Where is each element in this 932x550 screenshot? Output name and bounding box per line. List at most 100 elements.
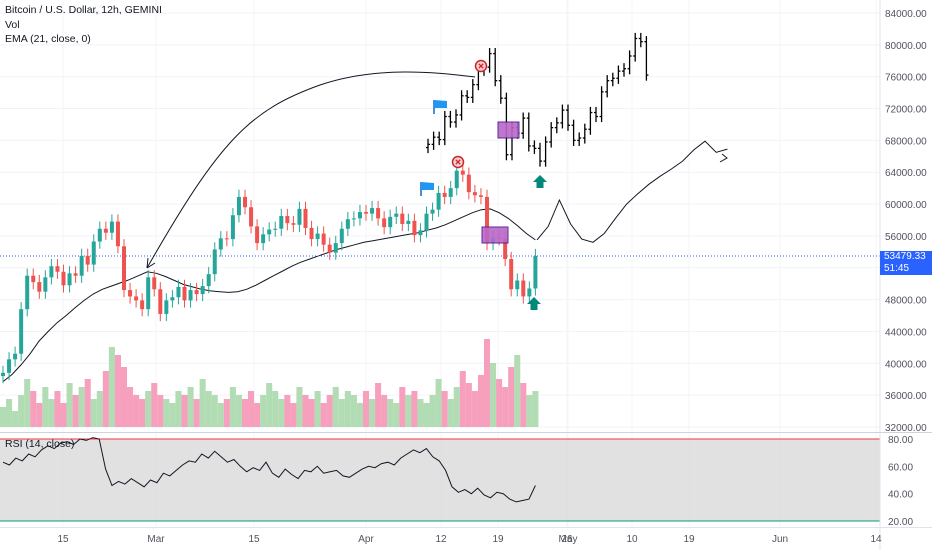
volume-bar bbox=[266, 383, 273, 427]
bar-countdown: 51:45 bbox=[884, 263, 910, 274]
candle-body bbox=[13, 353, 18, 360]
volume-bar bbox=[362, 391, 370, 427]
candle-body bbox=[297, 208, 302, 225]
candle-body bbox=[134, 296, 139, 301]
candle-body bbox=[176, 286, 181, 298]
candle-body bbox=[521, 280, 526, 297]
candle-body bbox=[527, 288, 532, 297]
candle-body bbox=[170, 297, 175, 301]
candle-body bbox=[533, 255, 538, 289]
volume-bar bbox=[369, 399, 376, 427]
volume-bar bbox=[229, 387, 236, 427]
volume-bar bbox=[514, 355, 521, 427]
candle-body bbox=[345, 219, 350, 229]
volume-bar bbox=[90, 399, 97, 427]
candle-body bbox=[31, 275, 36, 283]
volume-bar bbox=[169, 403, 176, 427]
volume-bar bbox=[187, 387, 194, 427]
ema-legend: EMA (21, close, 0) bbox=[5, 33, 91, 45]
volume-bar bbox=[175, 391, 182, 427]
volume-bar bbox=[84, 379, 91, 427]
target-cross bbox=[455, 159, 461, 165]
time-tick-label: 19 bbox=[492, 534, 504, 545]
candle-body bbox=[351, 218, 356, 220]
volume-bar bbox=[163, 399, 170, 427]
curved-arrow-head bbox=[146, 257, 156, 269]
candle-body bbox=[315, 233, 320, 240]
volume-bar bbox=[381, 395, 388, 427]
volume-bar bbox=[417, 399, 424, 427]
volume-bar bbox=[435, 379, 442, 427]
candle-body bbox=[249, 207, 254, 227]
candle-body bbox=[485, 196, 489, 244]
volume-bar bbox=[459, 371, 466, 427]
candle-body bbox=[79, 255, 84, 276]
price-tick-label: 76000.00 bbox=[885, 73, 927, 84]
candle-body bbox=[25, 275, 30, 310]
time-tick-label: May bbox=[559, 534, 578, 545]
time-tick-label: 14 bbox=[870, 534, 882, 545]
candle-body bbox=[406, 220, 411, 224]
target-cross bbox=[478, 63, 484, 69]
volume-bar bbox=[338, 399, 345, 427]
volume-bar bbox=[344, 391, 351, 427]
volume-bar bbox=[441, 391, 448, 427]
time-tick-label: 15 bbox=[57, 534, 69, 545]
volume-bar bbox=[248, 391, 255, 427]
candle-body bbox=[103, 228, 108, 233]
price-tick-label: 44000.00 bbox=[885, 327, 927, 338]
rsi-tick-label: 40.00 bbox=[888, 490, 913, 501]
volume-bar bbox=[120, 367, 128, 427]
volume-bar bbox=[102, 371, 109, 427]
candle-body bbox=[454, 170, 459, 189]
candle-body bbox=[327, 244, 332, 253]
candle-body bbox=[37, 282, 42, 292]
rsi-line bbox=[2, 437, 536, 503]
candle-body bbox=[206, 274, 211, 287]
flag-marker-bottom bbox=[420, 182, 434, 196]
volume-bar bbox=[24, 379, 31, 427]
time-tick-label: Jun bbox=[772, 534, 788, 545]
candle-body bbox=[333, 243, 338, 253]
candle-body bbox=[370, 208, 375, 214]
volume-bar bbox=[42, 387, 49, 427]
candle-body bbox=[61, 271, 66, 286]
candle-body bbox=[448, 188, 453, 197]
candle-body bbox=[418, 230, 423, 236]
candle-body bbox=[230, 215, 235, 240]
volume-bar bbox=[332, 387, 339, 427]
volume-bar bbox=[54, 391, 61, 427]
pattern-box-bottom bbox=[481, 226, 509, 244]
candle-body bbox=[255, 226, 260, 244]
volume-bar bbox=[272, 391, 279, 427]
volume-bar bbox=[502, 387, 509, 427]
volume-bar bbox=[199, 379, 206, 427]
volume-bar bbox=[483, 339, 491, 427]
candle-body bbox=[400, 213, 405, 224]
pattern-box-top bbox=[497, 121, 520, 139]
flag-icon bbox=[421, 182, 434, 190]
volume-bar bbox=[96, 391, 103, 427]
candle-body bbox=[115, 221, 120, 247]
volume-bar bbox=[72, 395, 79, 427]
candlestick-series bbox=[1, 163, 538, 384]
volume-bar bbox=[477, 375, 484, 427]
time-tick-label: 26 bbox=[561, 534, 573, 545]
volume-bar bbox=[308, 399, 315, 427]
volume-bar bbox=[205, 391, 212, 427]
price-tick-label: 56000.00 bbox=[885, 232, 927, 243]
volume-bar bbox=[241, 399, 249, 427]
volume-bar bbox=[447, 399, 454, 427]
candle-body bbox=[109, 221, 114, 233]
top-marker-upper bbox=[474, 59, 488, 73]
volume-bar bbox=[508, 367, 515, 427]
candle-body bbox=[7, 359, 12, 373]
candle-body bbox=[236, 196, 241, 216]
candle-body bbox=[442, 192, 447, 197]
volume-bar bbox=[211, 395, 218, 427]
candle-body bbox=[388, 216, 393, 228]
price-tick-label: 48000.00 bbox=[885, 296, 927, 307]
volume-bar bbox=[296, 387, 303, 427]
